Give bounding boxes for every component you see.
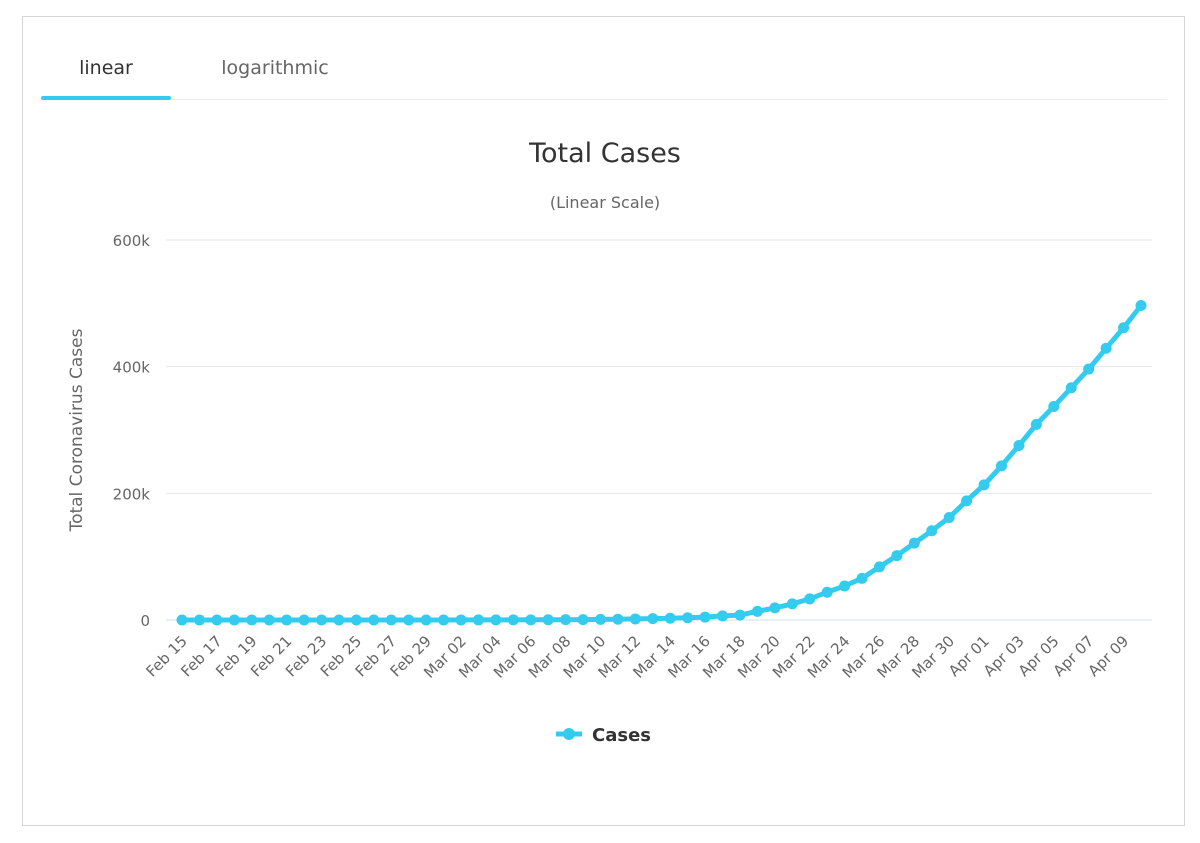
data-point[interactable]	[472, 614, 484, 626]
data-point[interactable]	[368, 614, 380, 626]
data-point[interactable]	[612, 613, 624, 625]
data-point[interactable]	[1065, 382, 1077, 394]
data-point[interactable]	[1030, 418, 1042, 430]
legend-label-cases: Cases	[592, 725, 651, 746]
data-point[interactable]	[891, 550, 903, 562]
data-point[interactable]	[629, 613, 641, 625]
scale-tabs: linear logarithmic	[41, 47, 1167, 100]
data-point[interactable]	[664, 612, 676, 624]
data-point[interactable]	[211, 614, 223, 626]
data-point[interactable]	[507, 614, 519, 626]
data-point[interactable]	[542, 614, 554, 626]
data-point[interactable]	[839, 580, 851, 592]
legend[interactable]: Cases	[556, 725, 651, 746]
data-point[interactable]	[699, 611, 711, 623]
y-axis-title: Total Coronavirus Cases	[67, 328, 87, 532]
series-points-cases	[176, 300, 1147, 626]
data-point[interactable]	[560, 614, 572, 626]
legend-symbol-marker	[563, 728, 575, 740]
chart-title: Total Cases	[528, 138, 681, 169]
tab-linear[interactable]: linear	[79, 57, 133, 79]
data-point[interactable]	[438, 614, 450, 626]
data-point[interactable]	[908, 537, 920, 549]
data-point[interactable]	[420, 614, 432, 626]
data-point[interactable]	[734, 609, 746, 621]
data-point[interactable]	[821, 586, 833, 598]
data-point[interactable]	[926, 525, 938, 537]
tab-logarithmic[interactable]: logarithmic	[221, 57, 329, 79]
data-point[interactable]	[1100, 342, 1112, 354]
data-point[interactable]	[682, 612, 694, 624]
data-point[interactable]	[1135, 300, 1147, 312]
y-tick-label: 400k	[113, 359, 151, 377]
data-point[interactable]	[769, 602, 781, 614]
chart-card: linear logarithmic	[22, 16, 1185, 826]
data-point[interactable]	[246, 614, 258, 626]
data-point[interactable]	[525, 614, 537, 626]
data-point[interactable]	[577, 614, 589, 626]
data-point[interactable]	[1048, 401, 1060, 413]
y-tick-label: 0	[140, 612, 150, 630]
data-point[interactable]	[786, 598, 798, 610]
y-axis-ticks: 0 200k 400k 600k	[113, 232, 151, 630]
data-point[interactable]	[490, 614, 502, 626]
data-point[interactable]	[978, 479, 990, 491]
grid-lines	[166, 239, 1152, 621]
data-point[interactable]	[943, 512, 955, 524]
data-point[interactable]	[228, 614, 240, 626]
data-point[interactable]	[403, 614, 415, 626]
data-point[interactable]	[333, 614, 345, 626]
data-point[interactable]	[856, 572, 868, 584]
data-point[interactable]	[996, 460, 1008, 472]
data-point[interactable]	[385, 614, 397, 626]
data-point[interactable]	[298, 614, 310, 626]
active-tab-indicator	[41, 96, 171, 100]
y-tick-label: 600k	[113, 232, 151, 250]
data-point[interactable]	[1013, 439, 1025, 451]
data-point[interactable]	[315, 614, 327, 626]
data-point[interactable]	[1083, 363, 1095, 375]
data-point[interactable]	[751, 605, 763, 617]
data-point[interactable]	[647, 613, 659, 625]
data-point[interactable]	[193, 614, 205, 626]
data-point[interactable]	[961, 495, 973, 507]
data-point[interactable]	[281, 614, 293, 626]
data-point[interactable]	[717, 610, 729, 622]
data-point[interactable]	[455, 614, 467, 626]
data-point[interactable]	[176, 614, 188, 626]
data-point[interactable]	[1118, 322, 1130, 334]
data-point[interactable]	[804, 593, 816, 605]
chart-subtitle: (Linear Scale)	[550, 193, 660, 212]
y-tick-label: 200k	[113, 485, 151, 503]
data-point[interactable]	[873, 561, 885, 573]
data-point[interactable]	[350, 614, 362, 626]
data-point[interactable]	[594, 613, 606, 625]
data-point[interactable]	[263, 614, 275, 626]
